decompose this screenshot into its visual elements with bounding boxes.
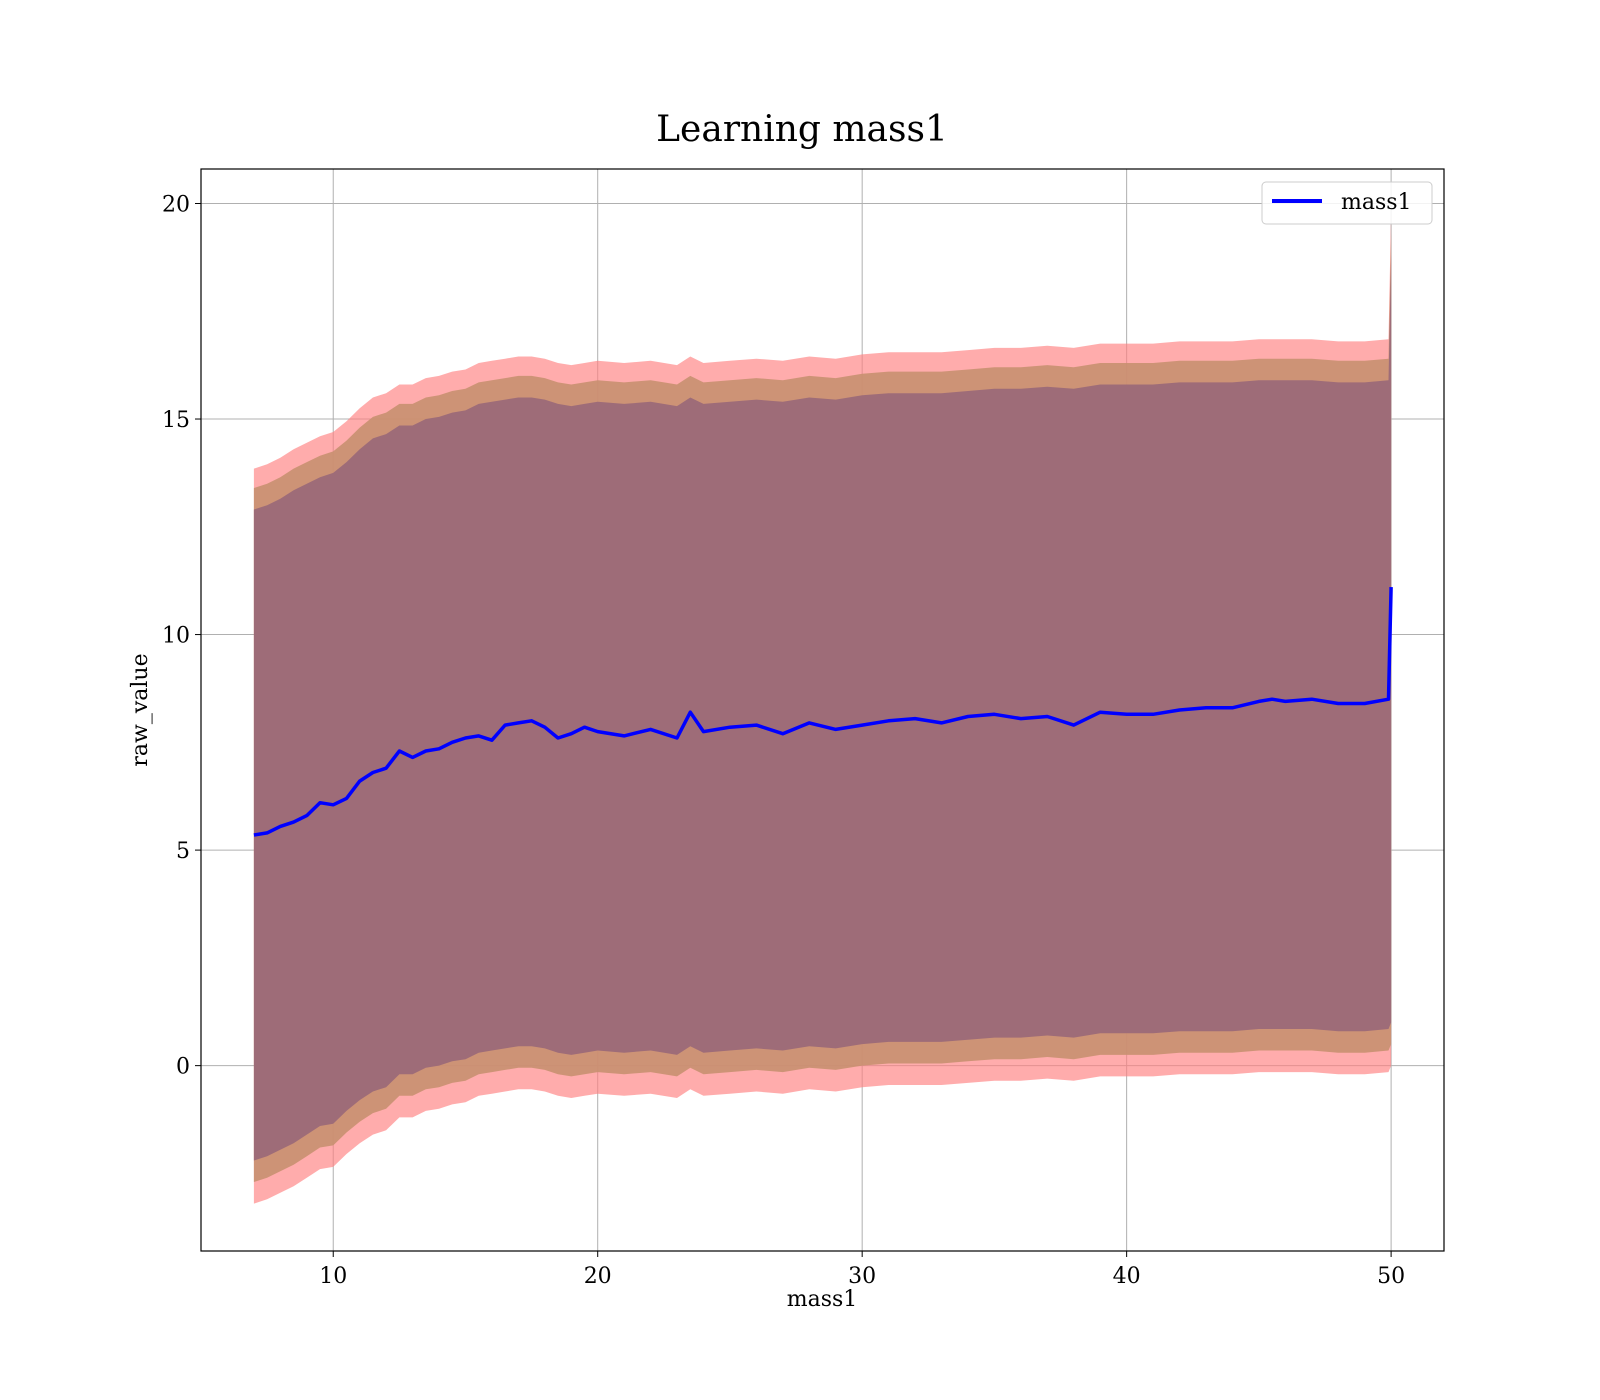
y-tick-label: 10 (162, 624, 190, 649)
y-tick-label: 5 (176, 839, 190, 864)
plot-frame (200, 168, 1445, 1252)
chart-title: Learning mass1 (656, 109, 948, 150)
x-axis-title: mass1 (787, 1287, 858, 1312)
y-tick-label: 0 (176, 1055, 190, 1080)
plot-area (200, 168, 1445, 1252)
legend-box (1261, 181, 1433, 225)
x-tick-label: 30 (848, 1264, 876, 1289)
x-tick-label: 10 (319, 1264, 347, 1289)
x-tick-label: 40 (1113, 1264, 1141, 1289)
x-axis-ticks: 10 20 30 40 50 (319, 1251, 1405, 1289)
y-tick-label: 15 (162, 408, 190, 433)
y-tick-label: 20 (162, 192, 190, 217)
y-axis-title: raw_value (128, 653, 153, 766)
legend: mass1 (1261, 181, 1433, 225)
x-tick-label: 50 (1377, 1264, 1405, 1289)
series-lines (253, 587, 1393, 837)
y-axis-ticks: 0 5 10 15 20 (162, 192, 201, 1080)
series-line-mass1 (253, 587, 1393, 837)
band-inner (253, 255, 1392, 1161)
legend-label-mass1: mass1 (1341, 190, 1412, 215)
confidence-bands (253, 212, 1392, 1204)
x-tick-label: 20 (584, 1264, 612, 1289)
